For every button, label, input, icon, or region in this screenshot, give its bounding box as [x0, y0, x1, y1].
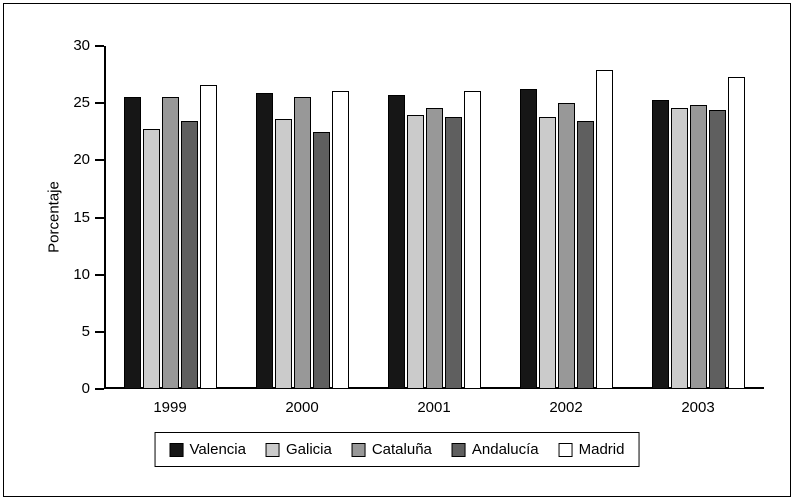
bar-valencia-2002 [519, 89, 537, 389]
bar-madrid-2000 [331, 90, 349, 389]
bar-group-1999 [104, 46, 236, 389]
y-tick-mark-30 [95, 45, 104, 47]
bar-group-2003 [632, 46, 764, 389]
bar-cataluña-2000 [293, 97, 311, 389]
bar-madrid-2002 [595, 70, 613, 389]
bar-cataluña-1999 [161, 97, 179, 389]
legend-label-andalucía: Andalucía [471, 441, 539, 458]
y-tick-label-0: 0 [81, 380, 90, 397]
y-tick-label-25: 25 [73, 94, 90, 112]
bar-group-2001 [368, 46, 500, 389]
bar-valencia-2003 [651, 99, 669, 389]
bar-madrid-2003 [727, 76, 745, 389]
bar-madrid-2001 [463, 90, 481, 389]
bar-galicia-1999 [142, 129, 160, 389]
bar-cataluña-2002 [557, 103, 575, 389]
legend-item-madrid: Madrid [558, 441, 625, 458]
legend: Valencia Galicia Cataluña Andalucía Madrid [154, 432, 640, 467]
legend-item-valencia: Valencia [169, 441, 246, 458]
bar-valencia-2001 [387, 95, 405, 389]
y-tick-label-10: 10 [73, 265, 90, 283]
y-tick-mark-0 [95, 388, 104, 390]
plot-area: 0 5 10 15 20 25 30 1999 2000 2001 2002 2003 [73, 37, 764, 416]
legend-swatch-madrid [558, 442, 573, 457]
legend-label-madrid: Madrid [578, 441, 625, 458]
legend-swatch-andalucía [451, 442, 466, 457]
y-tick-label-5: 5 [81, 322, 90, 340]
bar-andalucía-2001 [444, 116, 462, 389]
bar-andalucía-2002 [576, 121, 594, 389]
bar-galicia-2001 [406, 114, 424, 389]
bar-madrid-1999 [199, 84, 217, 389]
bar-group-2000 [236, 46, 368, 389]
x-tick-label-2000: 2000 [285, 399, 319, 416]
bar-galicia-2003 [670, 107, 688, 389]
y-tick-mark-25 [95, 102, 104, 105]
y-tick-mark-10 [95, 273, 104, 276]
bar-valencia-1999 [123, 97, 141, 389]
bar-valencia-2000 [255, 92, 273, 389]
x-tick-label-2002: 2002 [549, 399, 583, 416]
bar-andalucía-2003 [708, 110, 726, 389]
bar-galicia-2002 [538, 116, 556, 389]
y-tick-mark-20 [95, 159, 104, 162]
y-tick-mark-5 [95, 330, 104, 333]
y-tick-label-30: 30 [73, 37, 90, 54]
legend-item-galicia: Galicia [265, 441, 332, 458]
bar-groups [104, 46, 764, 389]
x-tick-label-2003: 2003 [681, 399, 715, 416]
bar-cataluña-2003 [689, 105, 707, 389]
bar-cataluña-2001 [425, 107, 443, 389]
y-tick-mark-15 [95, 216, 104, 219]
legend-label-cataluña: Cataluña [371, 441, 432, 458]
legend-item-cataluña: Cataluña [351, 441, 432, 458]
bar-andalucía-2000 [312, 131, 330, 389]
legend-swatch-cataluña [351, 442, 366, 457]
chart-figure: Porcentaje 0 5 10 15 20 25 30 1999 2000 2001 2002… [3, 3, 791, 497]
x-tick-label-1999: 1999 [153, 399, 187, 416]
y-tick-label-15: 15 [73, 208, 90, 226]
y-tick-label-20: 20 [73, 151, 90, 169]
legend-item-andalucía: Andalucía [451, 441, 539, 458]
bar-group-2002 [500, 46, 632, 389]
legend-swatch-valencia [169, 442, 184, 457]
legend-label-valencia: Valencia [189, 441, 246, 458]
legend-swatch-galicia [265, 442, 280, 457]
x-tick-label-2001: 2001 [417, 399, 451, 416]
legend-label-galicia: Galicia [285, 441, 332, 458]
bar-galicia-2000 [274, 119, 292, 389]
bar-andalucía-1999 [180, 121, 198, 389]
